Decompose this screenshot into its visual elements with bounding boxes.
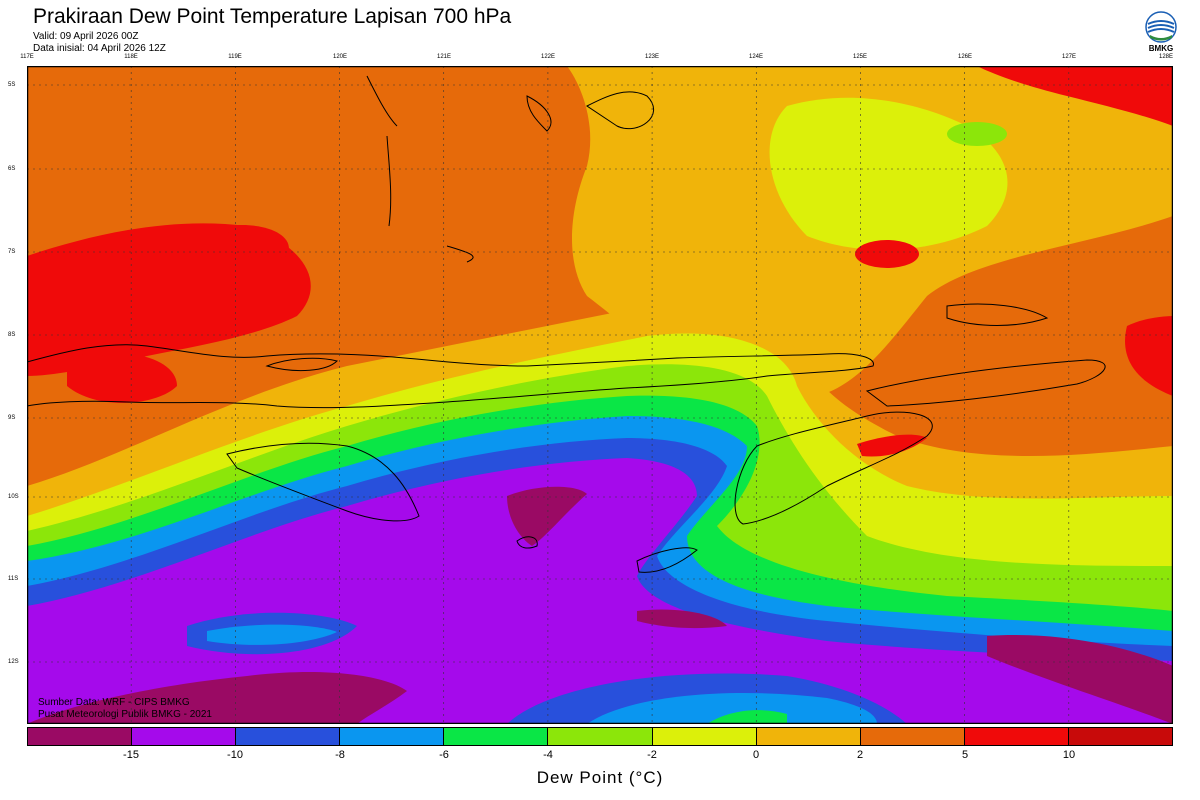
lon-label: 128E [1158, 54, 1174, 60]
colorbar-tick: 5 [961, 749, 969, 761]
logo-text: BMKG [1148, 44, 1174, 53]
colorbar-tick: 0 [752, 749, 760, 761]
field-red-se [1125, 316, 1173, 396]
coast-banda-islands [586, 91, 654, 130]
field-purple [27, 458, 1173, 724]
lon-label: 127E [1061, 54, 1077, 60]
colorbar-tick: 2 [856, 749, 864, 761]
colorbar-tick: -15 [123, 749, 139, 761]
lon-label: 124E [748, 54, 764, 60]
bmkg-logo-icon: BMKG [1144, 10, 1178, 56]
lat-label: 7S [8, 249, 16, 255]
map-title: Prakiraan Dew Point Temperature Lapisan … [33, 5, 512, 28]
colorbar-swatch [860, 728, 965, 745]
field-magenta-south [637, 609, 727, 629]
graticule [27, 66, 1173, 724]
coast-sabu [516, 536, 538, 549]
colorbar-tick: -2 [647, 749, 657, 761]
colorbar-swatch [28, 728, 133, 745]
dew-point-map[interactable] [27, 66, 1173, 724]
colorbar-swatch [548, 728, 653, 745]
coast-sumbawa [27, 344, 874, 409]
lat-label: 12S [8, 659, 19, 665]
colorbar-swatch [340, 728, 445, 745]
coast-wetar [865, 359, 1106, 407]
colorbar-tick: -8 [335, 749, 345, 761]
lon-label: 117E [20, 54, 34, 60]
init-time: Data inisial: 04 April 2026 12Z [33, 43, 166, 54]
lon-label: 118E [124, 54, 138, 60]
valid-time: Valid: 09 April 2026 00Z [33, 31, 139, 42]
longitude-labels: 117E 118E 119E 120E 121E 122E 123E 124E … [0, 54, 1200, 64]
colorbar-tick: 10 [1062, 749, 1076, 761]
field-red-ne [977, 66, 1173, 126]
field-green-patch [947, 122, 1007, 146]
coast-rote [636, 547, 698, 573]
field-red-timor [857, 434, 927, 457]
field-magenta-sw [27, 671, 407, 724]
credits-source: Sumber Data: WRF - CIPS BMKG [38, 697, 190, 708]
colorbar-tick: -10 [227, 749, 243, 761]
coast-buton [526, 95, 552, 132]
colorbar-swatch [236, 728, 341, 745]
lat-label: 5S [8, 82, 16, 88]
field-magenta-se [987, 635, 1173, 724]
coast-timor [734, 411, 933, 525]
lon-label: 121E [436, 54, 452, 60]
colorbar-swatch [132, 728, 237, 745]
colorbar-swatch [652, 728, 757, 745]
lon-label: 123E [644, 54, 660, 60]
field-red-sulawesi-w [227, 225, 289, 260]
credits: Sumber Data: WRF - CIPS BMKG Pusat Meteo… [38, 697, 212, 721]
lon-label: 126E [957, 54, 973, 60]
lon-label: 119E [228, 54, 242, 60]
lat-label: 11S [8, 576, 19, 582]
field-green-bottom [707, 710, 787, 724]
colorbar-title: Dew Point (°C) [536, 768, 664, 787]
colorbar [27, 727, 1173, 746]
coastlines [27, 75, 1106, 573]
map-frame [27, 66, 1173, 724]
colorbar-tick: -4 [543, 749, 553, 761]
colorbar-swatch [444, 728, 549, 745]
field-red-west [27, 223, 311, 376]
lon-label: 120E [332, 54, 348, 60]
lat-label: 10S [8, 494, 19, 500]
lat-label: 9S [8, 415, 16, 421]
colorbar-tick: -6 [439, 749, 449, 761]
credits-center: Pusat Meteorologi Publik BMKG - 2021 [38, 709, 212, 720]
lon-label: 125E [852, 54, 868, 60]
field-red-lombok [67, 352, 177, 403]
coast-flores-north [265, 357, 338, 371]
coast-sumba [226, 442, 420, 522]
colorbar-swatch [1068, 728, 1173, 745]
field-magenta-center [507, 486, 587, 546]
field-lightblue-south [207, 624, 337, 645]
lat-label: 8S [8, 332, 16, 338]
coast-alor [946, 303, 1049, 326]
lat-label: 6S [8, 166, 16, 172]
field-red-east [855, 240, 919, 268]
field-lightblue-bottom [587, 693, 877, 724]
coast-sulawesi [366, 75, 474, 263]
colorbar-swatch [756, 728, 861, 745]
lon-label: 122E [540, 54, 556, 60]
colorbar-swatch [964, 728, 1069, 745]
